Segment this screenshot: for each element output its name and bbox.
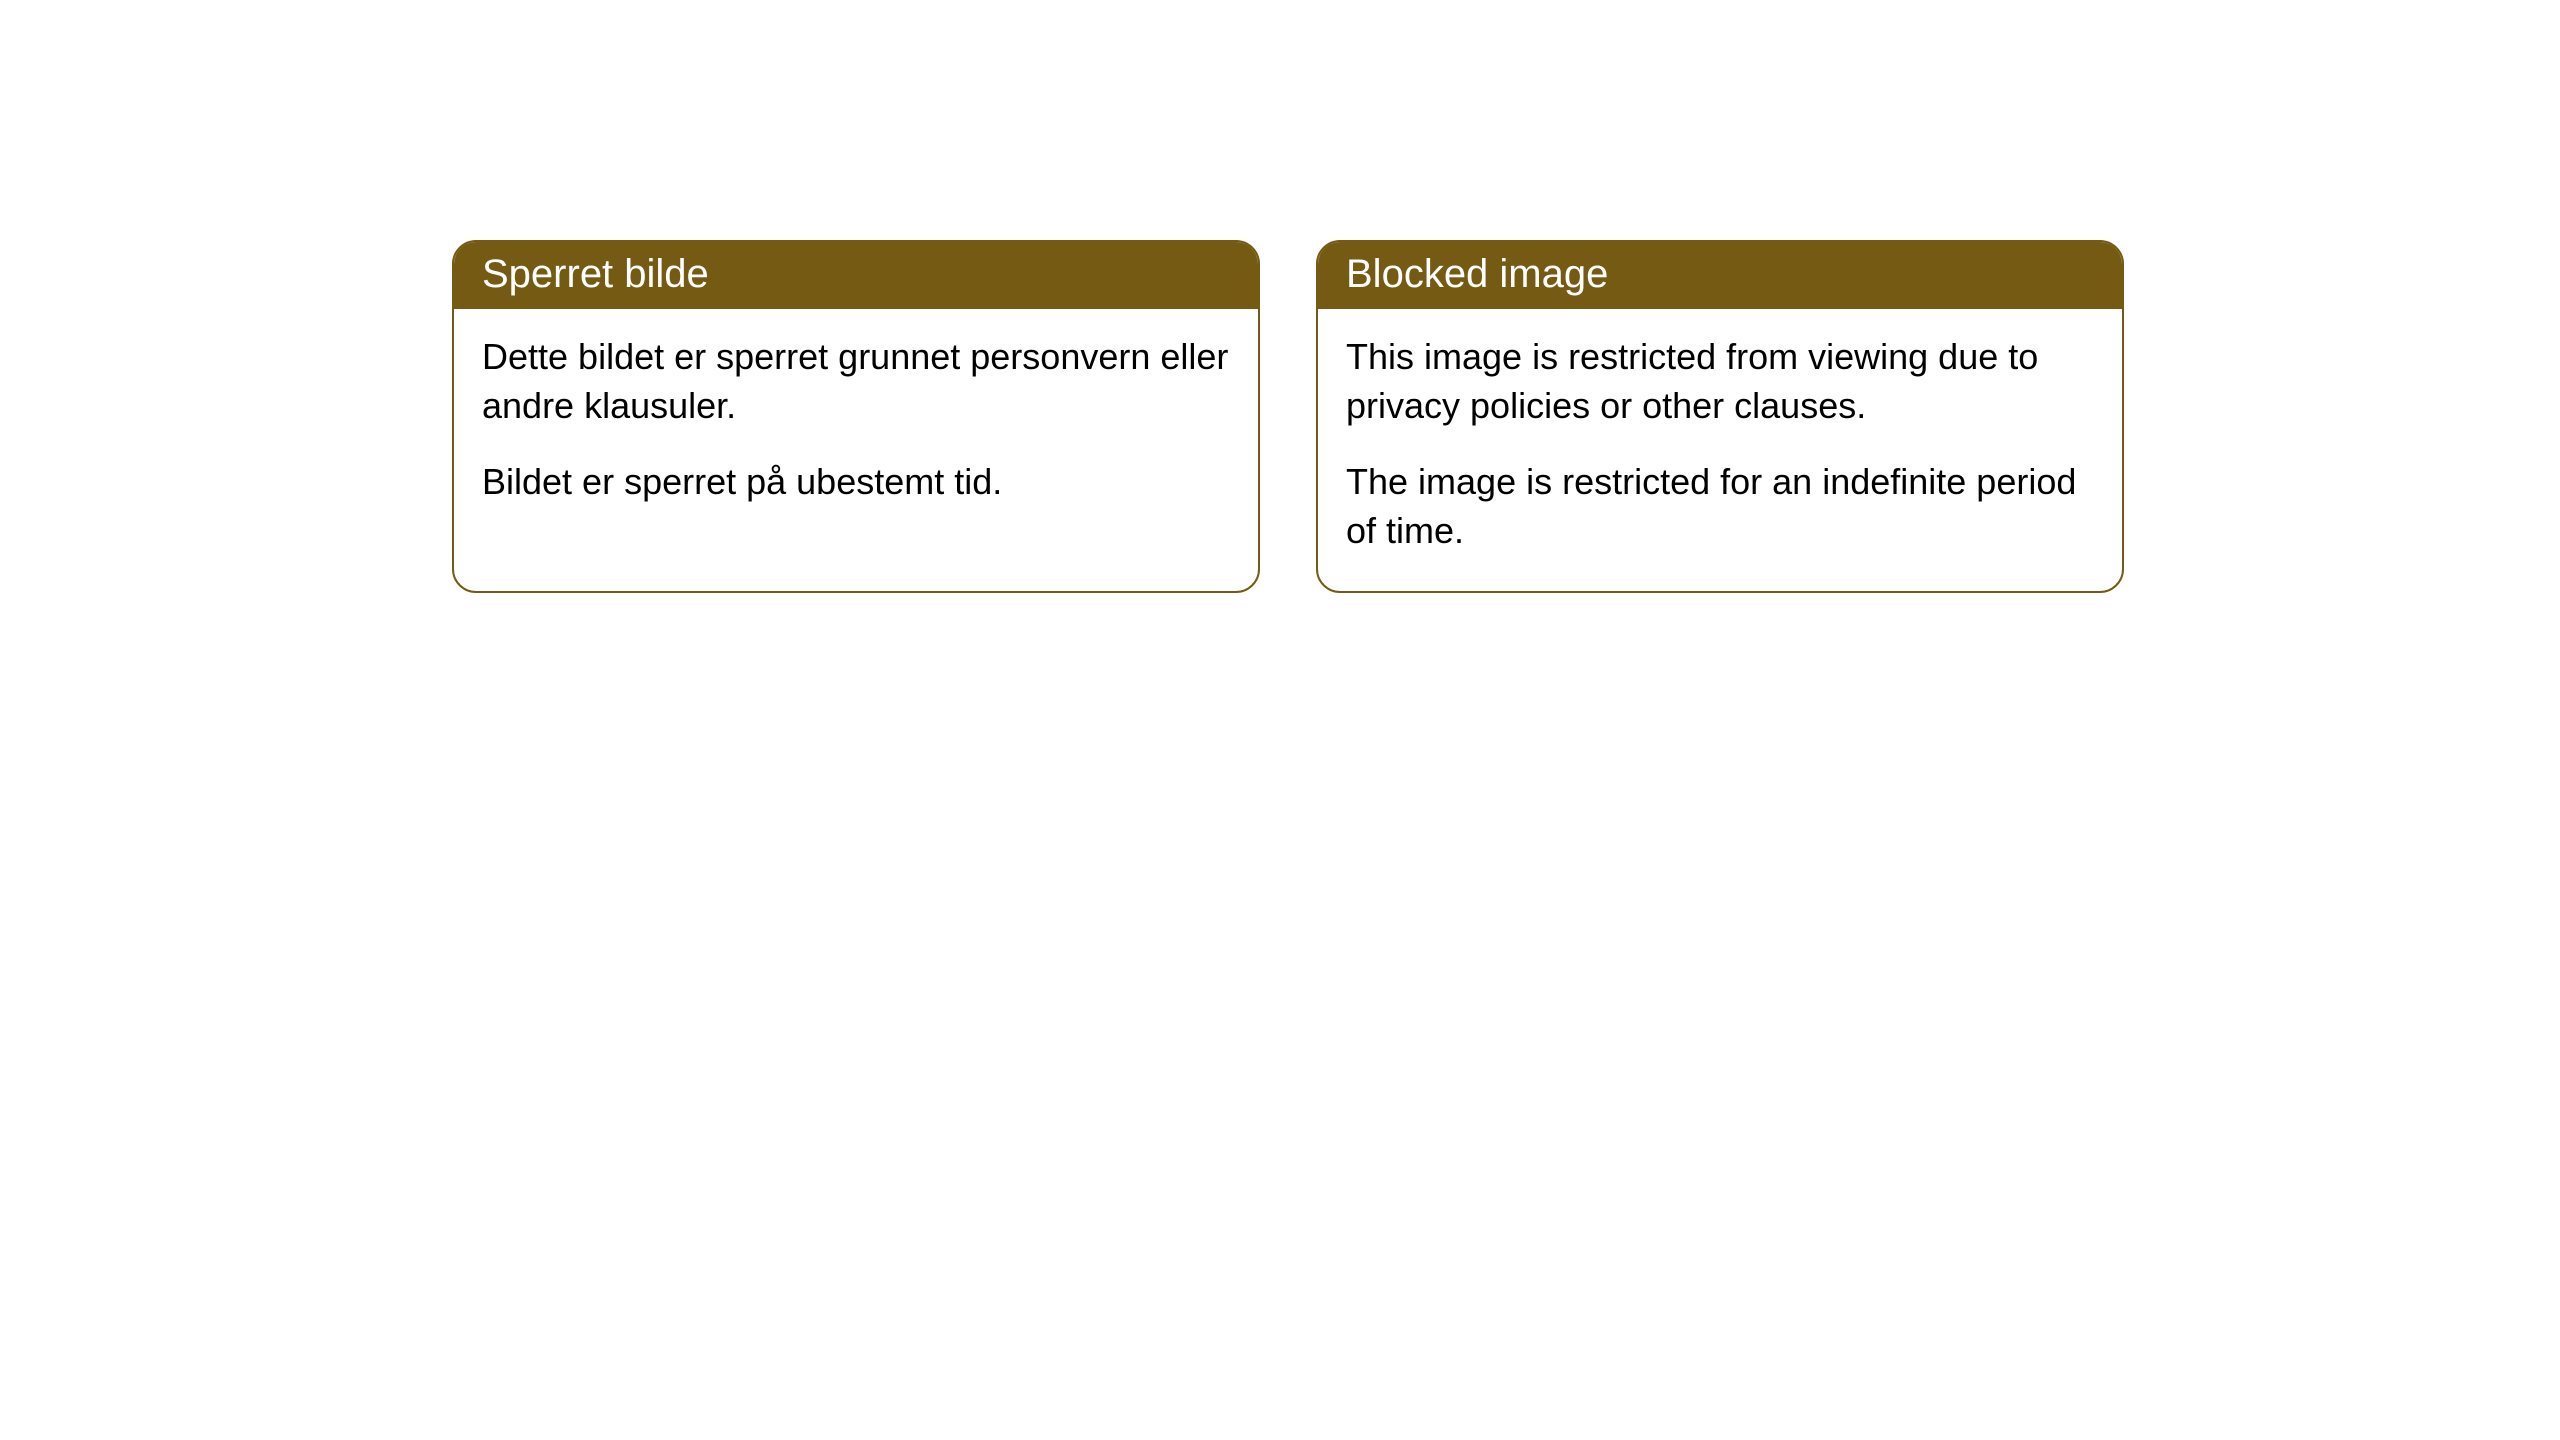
card-header: Blocked image xyxy=(1318,242,2122,309)
card-paragraph: Dette bildet er sperret grunnet personve… xyxy=(482,333,1230,430)
card-paragraph: Bildet er sperret på ubestemt tid. xyxy=(482,458,1230,507)
blocked-image-card-en: Blocked image This image is restricted f… xyxy=(1316,240,2124,593)
card-title: Blocked image xyxy=(1346,252,1608,296)
card-header: Sperret bilde xyxy=(454,242,1258,309)
card-title: Sperret bilde xyxy=(482,252,709,296)
notice-cards-container: Sperret bilde Dette bildet er sperret gr… xyxy=(0,0,2560,593)
card-paragraph: This image is restricted from viewing du… xyxy=(1346,333,2094,430)
card-body: This image is restricted from viewing du… xyxy=(1318,309,2122,591)
card-paragraph: The image is restricted for an indefinit… xyxy=(1346,458,2094,555)
blocked-image-card-no: Sperret bilde Dette bildet er sperret gr… xyxy=(452,240,1260,593)
card-body: Dette bildet er sperret grunnet personve… xyxy=(454,309,1258,543)
